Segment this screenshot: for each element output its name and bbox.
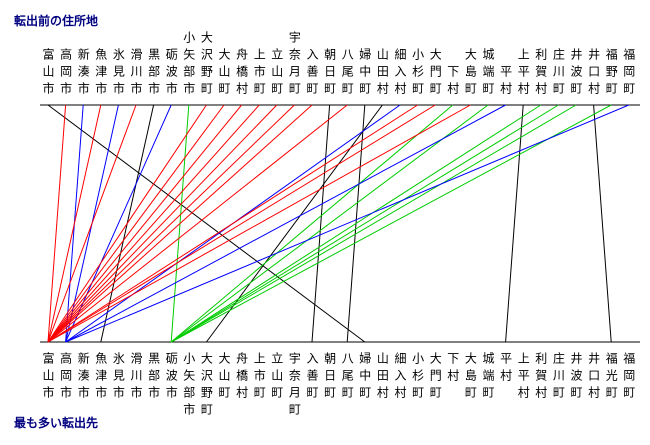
link <box>47 104 207 343</box>
destination-label: 井口村 <box>586 352 601 403</box>
origin-label: 高岡市 <box>58 48 73 99</box>
origin-label: 立山町 <box>269 48 284 99</box>
destination-label: 利賀村 <box>533 352 548 403</box>
destination-label: 大門町 <box>428 352 443 403</box>
origin-label: 大沢野町 <box>199 31 214 99</box>
link <box>47 104 102 343</box>
origin-label: 小矢部市 <box>181 31 196 99</box>
link <box>170 104 454 343</box>
link <box>505 104 524 343</box>
destination-label: 下村 <box>445 352 460 386</box>
destination-label: 立山町 <box>269 352 284 403</box>
destination-label: 婦中町 <box>357 352 372 403</box>
destination-label: 富山市 <box>41 352 55 403</box>
destination-label: 八尾町 <box>340 352 355 403</box>
origin-label: 黒部市 <box>146 48 161 99</box>
link <box>47 104 366 343</box>
link <box>65 104 172 343</box>
destination-label: 福光町 <box>604 352 619 403</box>
destination-label: 大沢野町 <box>199 352 214 420</box>
origin-label: 入善町 <box>305 48 319 99</box>
origin-label: 細入村 <box>393 48 407 99</box>
origin-label: 婦中町 <box>357 48 372 99</box>
origin-label: 城端町 <box>481 48 495 99</box>
destination-label: 砺波市 <box>164 352 179 403</box>
link <box>47 104 313 343</box>
destination-label: 宇奈月町 <box>287 352 302 420</box>
origin-label: 山田村 <box>375 48 390 99</box>
origin-label: 富山市 <box>41 48 55 99</box>
link <box>47 104 260 343</box>
origin-label: 大門町 <box>428 48 443 99</box>
origin-label: 朝日町 <box>322 48 337 99</box>
link <box>170 104 542 343</box>
link <box>47 104 418 343</box>
destination-label: 小杉町 <box>410 352 425 403</box>
origin-label: 舟橋村 <box>234 48 249 99</box>
origin-title: 転出前の住所地 <box>14 14 99 28</box>
destination-label: 小矢部市 <box>181 352 196 420</box>
destination-label: 滑川市 <box>129 352 143 403</box>
link <box>170 104 559 343</box>
origin-label: 宇奈月町 <box>287 31 302 99</box>
origin-label: 福岡町 <box>621 48 636 99</box>
link <box>47 104 436 343</box>
destination-label: 庄川町 <box>551 352 566 403</box>
destination-label: 上市町 <box>252 352 267 403</box>
link <box>65 104 629 343</box>
link <box>47 104 242 343</box>
origin-label: 福野町 <box>604 48 619 99</box>
link <box>47 104 348 343</box>
origin-label: 上平村 <box>516 48 531 99</box>
destination-label: 黒部市 <box>146 352 161 403</box>
destination-label: 山田村 <box>375 352 390 403</box>
destination-label: 大島町 <box>463 352 478 403</box>
link <box>65 104 506 343</box>
origin-label: 井口村 <box>586 48 601 99</box>
destination-label: 舟橋村 <box>234 352 249 403</box>
link <box>170 104 489 343</box>
link <box>47 104 67 343</box>
link <box>47 104 278 343</box>
destination-label: 井波町 <box>569 352 583 403</box>
origin-label: 小杉町 <box>410 48 425 99</box>
destination-label: 平村 <box>498 352 513 386</box>
link <box>593 104 612 343</box>
destination-label: 新湊市 <box>76 352 91 403</box>
destination-label: 城端町 <box>481 352 495 403</box>
origin-label: 上市町 <box>252 48 267 99</box>
origin-label: 八尾町 <box>340 48 355 99</box>
origin-label: 新湊市 <box>76 48 91 99</box>
destination-label: 高岡市 <box>58 352 73 403</box>
destination-label: 魚津市 <box>93 352 108 403</box>
origin-label: 砺波市 <box>164 48 179 99</box>
destination-label: 氷見市 <box>111 352 126 403</box>
origin-label: 大島町 <box>463 48 478 99</box>
origin-label: 大山町 <box>217 48 231 99</box>
origin-label: 利賀村 <box>533 48 548 99</box>
origin-label: 魚津市 <box>93 48 108 99</box>
destination-label: 大山町 <box>217 352 231 403</box>
destination-label: 上平村 <box>516 352 531 403</box>
link <box>47 104 295 343</box>
origin-label: 井波町 <box>569 48 583 99</box>
destination-label: 福岡町 <box>621 352 636 403</box>
destination-label: 朝日町 <box>322 352 337 403</box>
origin-label: 下村 <box>445 65 460 99</box>
link <box>170 104 577 343</box>
link <box>47 104 471 343</box>
destination-title: 最も多い転出先 <box>14 416 99 430</box>
origin-label: 平村 <box>498 65 513 99</box>
destination-label: 入善町 <box>305 352 319 403</box>
link <box>170 104 612 343</box>
link <box>47 104 137 343</box>
origin-label: 庄川町 <box>551 48 566 99</box>
link <box>47 104 225 343</box>
origin-label: 氷見市 <box>111 48 126 99</box>
origin-label: 滑川市 <box>129 48 143 99</box>
destination-label: 細入村 <box>393 352 407 403</box>
link <box>311 104 331 343</box>
